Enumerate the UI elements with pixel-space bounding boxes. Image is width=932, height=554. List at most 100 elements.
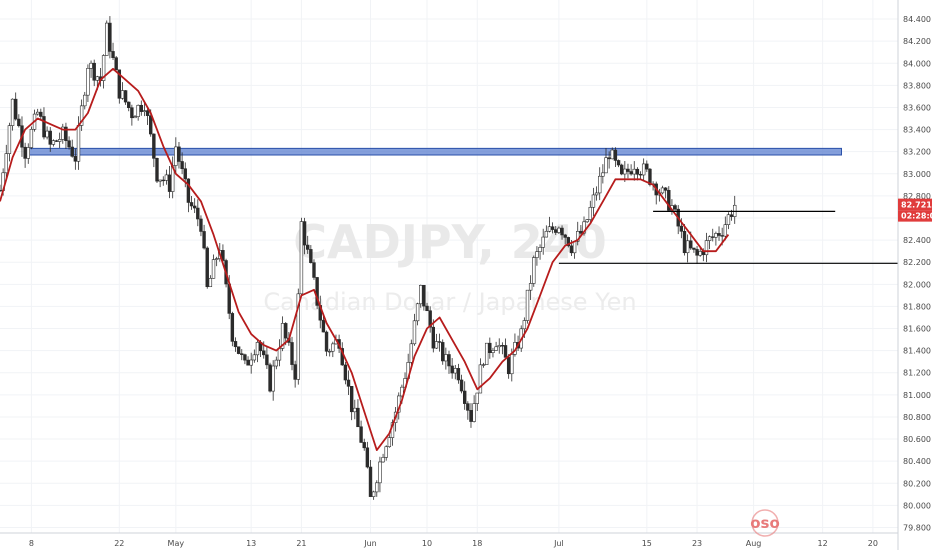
- y-tick-label: 84.200: [903, 37, 931, 46]
- candle-body: [371, 491, 376, 497]
- candle-body: [667, 190, 671, 211]
- candle-body: [547, 226, 552, 232]
- candle-body: [538, 247, 542, 252]
- candle-body: [729, 214, 734, 217]
- candle: [444, 347, 448, 370]
- candle: [513, 333, 517, 357]
- candle-body: [563, 234, 567, 238]
- watermark-description: Canadian Dollar / Japanese Yen: [263, 288, 636, 316]
- candle: [255, 340, 260, 363]
- candle: [64, 122, 68, 150]
- candle: [196, 199, 200, 227]
- candle-body: [343, 364, 348, 381]
- candle: [70, 139, 74, 158]
- candle-body: [610, 149, 614, 160]
- candle: [202, 224, 206, 250]
- candle: [133, 115, 137, 119]
- candle-body: [35, 111, 40, 115]
- candle-body: [208, 277, 213, 288]
- candle: [535, 246, 539, 266]
- candle: [51, 139, 56, 147]
- candle: [92, 59, 96, 87]
- candle: [233, 337, 238, 352]
- candle-body: [506, 357, 511, 375]
- candle-body: [230, 313, 235, 342]
- y-tick-label: 80.600: [903, 435, 931, 444]
- moving-average-layer: [0, 67, 730, 452]
- candle: [381, 453, 385, 463]
- x-tick-label: 10: [422, 539, 432, 548]
- candle-body: [472, 403, 476, 422]
- candle-body: [111, 51, 115, 58]
- candle: [375, 480, 379, 497]
- candle-body: [375, 482, 379, 493]
- candle-body: [271, 365, 275, 392]
- candle-body: [689, 240, 693, 249]
- candle: [528, 275, 533, 300]
- y-tick-label: 83.800: [903, 81, 931, 90]
- x-tick-label: 12: [818, 539, 828, 548]
- candle-body: [199, 218, 203, 232]
- candle: [554, 226, 558, 235]
- candle-body: [723, 224, 728, 237]
- candle: [588, 200, 592, 222]
- candle: [274, 356, 279, 370]
- candle-body: [10, 98, 15, 126]
- candle: [441, 339, 445, 365]
- y-tick-label: 81.600: [903, 325, 931, 334]
- candle-body: [557, 227, 561, 233]
- candle-body: [167, 174, 172, 192]
- candle: [192, 198, 197, 214]
- candle-body: [120, 90, 125, 99]
- candle-body: [503, 345, 508, 358]
- candle-body: [240, 353, 244, 355]
- candle: [208, 275, 213, 288]
- candle-body: [488, 342, 492, 354]
- candle: [199, 215, 203, 237]
- candle-body: [309, 249, 313, 263]
- candle-body: [478, 364, 483, 394]
- candle: [359, 420, 363, 444]
- candle: [114, 55, 118, 71]
- candle: [576, 221, 580, 246]
- candle-body: [437, 341, 442, 343]
- candle-body: [381, 457, 385, 463]
- candle-body: [365, 447, 370, 468]
- y-tick-label: 83.200: [903, 148, 931, 157]
- candle: [525, 289, 530, 324]
- candle-body: [400, 386, 404, 397]
- candle: [142, 103, 147, 117]
- candle: [626, 163, 630, 179]
- candle-body: [211, 259, 216, 279]
- candle: [409, 339, 414, 365]
- last-price-tag-bg: [898, 198, 932, 211]
- candle: [54, 139, 59, 142]
- candle: [189, 195, 194, 210]
- candle-body: [79, 105, 84, 126]
- candle: [246, 356, 250, 366]
- candle-body: [638, 173, 643, 176]
- candle-body: [92, 62, 96, 81]
- candle-body: [145, 110, 150, 116]
- candle-body: [252, 354, 257, 361]
- candle: [692, 247, 696, 253]
- candle: [695, 246, 699, 264]
- candle-body: [692, 247, 696, 250]
- candle: [35, 108, 40, 116]
- candle-body: [277, 348, 282, 361]
- candle-body: [629, 171, 633, 175]
- candle: [532, 255, 536, 287]
- candle-body: [13, 98, 18, 120]
- candle-body: [475, 392, 479, 404]
- y-tick-label: 81.400: [903, 347, 931, 356]
- candle-body: [139, 104, 143, 112]
- candle: [453, 364, 457, 380]
- candle-body: [236, 346, 241, 354]
- candle-body: [532, 257, 536, 284]
- x-tick-label: 20: [868, 539, 878, 548]
- candle: [349, 385, 354, 421]
- candle-body: [54, 140, 59, 142]
